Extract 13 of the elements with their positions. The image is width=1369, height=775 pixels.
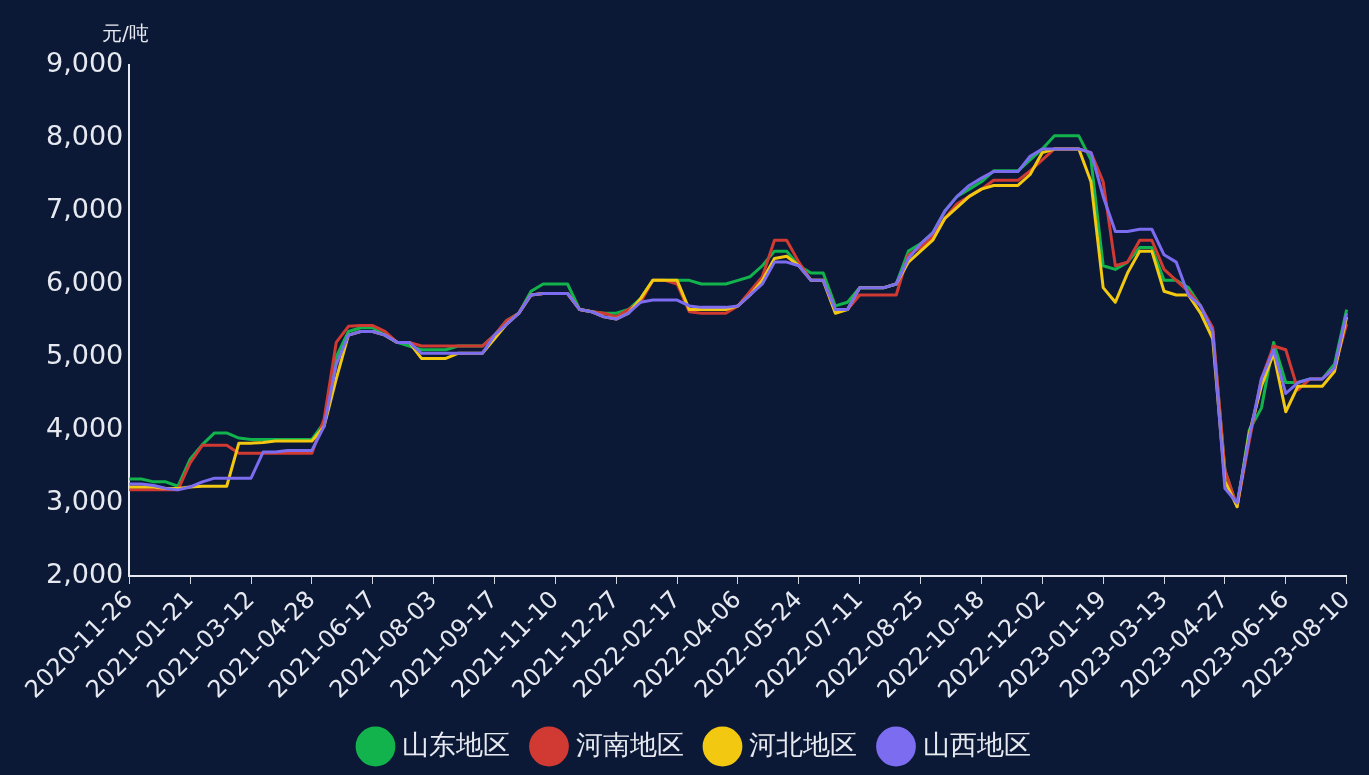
y-axis-title: 元/吨 <box>101 21 149 46</box>
y-tick-label: 2,000 <box>46 558 124 590</box>
y-tick-label: 4,000 <box>46 412 124 444</box>
legend-label: 山西地区 <box>922 728 1031 760</box>
y-tick-label: 5,000 <box>46 339 124 371</box>
y-tick-label: 8,000 <box>46 120 124 152</box>
y-tick-label: 9,000 <box>46 47 124 79</box>
y-tick-label: 6,000 <box>46 266 124 298</box>
legend-label: 河北地区 <box>749 728 857 760</box>
legend-label: 山东地区 <box>402 728 510 760</box>
y-tick-label: 3,000 <box>46 485 124 517</box>
y-tick-label: 7,000 <box>46 193 124 225</box>
legend-label: 河南地区 <box>575 728 684 760</box>
